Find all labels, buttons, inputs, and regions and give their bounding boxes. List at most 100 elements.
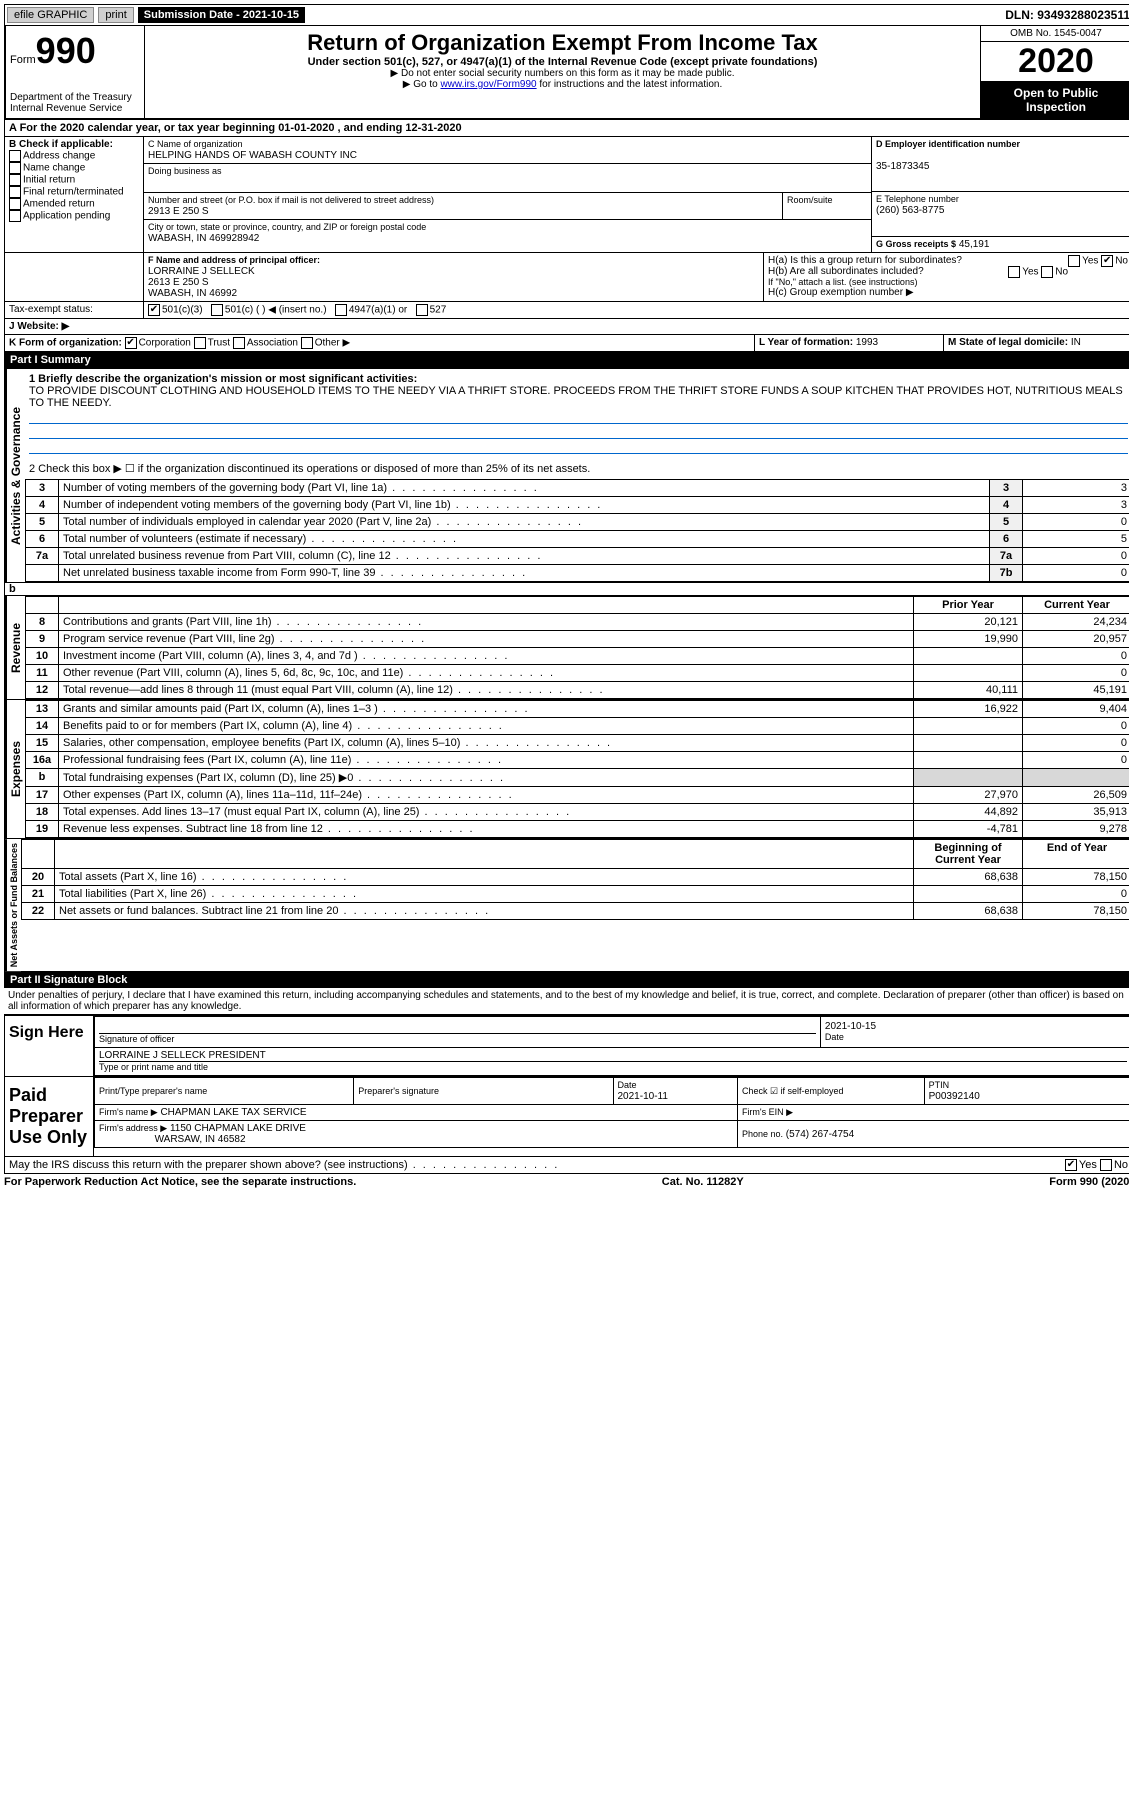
- name-title-label: Type or print name and title: [99, 1062, 208, 1072]
- table-row: 15Salaries, other compensation, employee…: [26, 735, 1129, 752]
- blank-1: [29, 409, 1128, 424]
- efile-label: efile GRAPHIC: [7, 7, 94, 23]
- entity-block: B Check if applicable: Address change Na…: [4, 137, 1129, 253]
- officer-street: 2613 E 250 S: [148, 277, 209, 288]
- irs-link[interactable]: www.irs.gov/Form990: [440, 79, 536, 90]
- chk-amended[interactable]: [9, 198, 21, 210]
- name-label: C Name of organization: [148, 139, 243, 149]
- chk-4947[interactable]: [335, 304, 347, 316]
- ha-no[interactable]: [1101, 255, 1113, 267]
- table-row: Net unrelated business taxable income fr…: [26, 565, 1129, 582]
- k-label: K Form of organization:: [9, 338, 122, 349]
- chk-assoc[interactable]: [233, 337, 245, 349]
- table-row: 13Grants and similar amounts paid (Part …: [26, 701, 1129, 718]
- discuss-yes[interactable]: [1065, 1159, 1077, 1171]
- hb-yes[interactable]: [1008, 266, 1020, 278]
- footer-left: For Paperwork Reduction Act Notice, see …: [4, 1176, 356, 1188]
- firm-addr-label: Firm's address ▶: [99, 1123, 167, 1133]
- l-label: L Year of formation:: [759, 337, 853, 348]
- t-527: 527: [430, 305, 447, 316]
- discuss-yes-t: Yes: [1079, 1159, 1097, 1171]
- table-row: 17Other expenses (Part IX, column (A), l…: [26, 787, 1129, 804]
- rev-header: Prior Year Current Year: [26, 597, 1129, 614]
- mission-block: 1 Briefly describe the organization's mi…: [25, 369, 1129, 479]
- chk-other[interactable]: [301, 337, 313, 349]
- table-row: 16aProfessional fundraising fees (Part I…: [26, 752, 1129, 769]
- chk-501c[interactable]: [211, 304, 223, 316]
- line1-label: 1 Briefly describe the organization's mi…: [29, 373, 417, 385]
- discuss-no[interactable]: [1100, 1159, 1112, 1171]
- declaration: Under penalties of perjury, I declare th…: [4, 988, 1129, 1014]
- chk-final[interactable]: [9, 186, 21, 198]
- t-501c3: 501(c)(3): [162, 305, 203, 316]
- form-header: Form990 Department of the Treasury Inter…: [4, 26, 1129, 120]
- city-label: City or town, state or province, country…: [148, 222, 426, 232]
- opt-final: Final return/terminated: [23, 187, 124, 198]
- discuss-label: May the IRS discuss this return with the…: [9, 1159, 559, 1171]
- revenue-wrap: Revenue Prior Year Current Year 8Contrib…: [4, 596, 1129, 700]
- chk-pending[interactable]: [9, 210, 21, 222]
- table-row: 7aTotal unrelated business revenue from …: [26, 548, 1129, 565]
- gross-value: 45,191: [959, 239, 990, 250]
- part-i-title: Part I Summary: [10, 354, 91, 366]
- table-row: 8Contributions and grants (Part VIII, li…: [26, 614, 1129, 631]
- rev-table: Prior Year Current Year 8Contributions a…: [25, 596, 1129, 699]
- part-ii-title: Part II Signature Block: [10, 974, 127, 986]
- summary-wrap: Activities & Governance 1 Briefly descri…: [4, 368, 1129, 583]
- chk-address[interactable]: [9, 150, 21, 162]
- row-b-sep: b: [4, 583, 1129, 596]
- sig-date-label: Date: [825, 1032, 844, 1042]
- col-prior: Prior Year: [914, 597, 1023, 614]
- ha-yes[interactable]: [1068, 255, 1080, 267]
- prep-date-label: Date: [618, 1080, 637, 1090]
- chk-name[interactable]: [9, 162, 21, 174]
- form-title: Return of Organization Exempt From Incom…: [149, 30, 976, 56]
- hb-no[interactable]: [1041, 266, 1053, 278]
- sig-officer-label: Signature of officer: [99, 1034, 174, 1044]
- firm-addr2: WARSAW, IN 46582: [155, 1134, 246, 1145]
- open-public: Open to Public Inspection: [981, 82, 1129, 118]
- tax-year-line: A For the 2020 calendar year, or tax yea…: [4, 120, 1129, 137]
- dba-label: Doing business as: [148, 166, 222, 176]
- net-wrap: Net Assets or Fund Balances Beginning of…: [4, 839, 1129, 972]
- t-other: Other ▶: [315, 338, 350, 349]
- ha-label: H(a) Is this a group return for subordin…: [768, 255, 962, 266]
- opt-pending: Application pending: [23, 211, 110, 222]
- print-button[interactable]: print: [98, 7, 133, 23]
- table-row: 22Net assets or fund balances. Subtract …: [22, 903, 1129, 920]
- box-j: J Website: ▶: [5, 319, 1129, 334]
- phone-label: E Telephone number: [876, 194, 959, 204]
- chk-527[interactable]: [416, 304, 428, 316]
- opt-amended: Amended return: [23, 199, 95, 210]
- vlabel-gov: Activities & Governance: [5, 369, 25, 582]
- status-block: Tax-exempt status: 501(c)(3) 501(c) ( ) …: [4, 302, 1129, 319]
- box-k: K Form of organization: Corporation Trus…: [5, 335, 755, 351]
- chk-trust[interactable]: [194, 337, 206, 349]
- tax-exempt-label: Tax-exempt status:: [5, 302, 144, 318]
- ein-value: 35-1873345: [876, 161, 929, 172]
- sign-block: Sign Here Signature of officer 2021-10-1…: [4, 1014, 1129, 1077]
- hb-yes-t: Yes: [1022, 267, 1038, 278]
- gross-label: G Gross receipts $: [876, 239, 956, 249]
- table-row: 9Program service revenue (Part VIII, lin…: [26, 631, 1129, 648]
- firm-name: CHAPMAN LAKE TAX SERVICE: [160, 1107, 306, 1118]
- box-c: C Name of organization HELPING HANDS OF …: [144, 137, 872, 252]
- paid-label: Paid Preparer Use Only: [5, 1077, 94, 1156]
- phone-value: (260) 563-8775: [876, 205, 944, 216]
- firm-addr1: 1150 CHAPMAN LAKE DRIVE: [170, 1123, 306, 1134]
- org-name: HELPING HANDS OF WABASH COUNTY INC: [148, 150, 357, 161]
- firm-phone: (574) 267-4754: [786, 1129, 854, 1140]
- table-row: 3Number of voting members of the governi…: [26, 480, 1129, 497]
- check-self: Check ☑ if self-employed: [742, 1086, 844, 1096]
- chk-501c3[interactable]: [148, 304, 160, 316]
- note-link: ▶ Go to www.irs.gov/Form990 for instruct…: [149, 79, 976, 90]
- chk-corp[interactable]: [125, 337, 137, 349]
- table-row: 19Revenue less expenses. Subtract line 1…: [26, 821, 1129, 838]
- vlabel-net: Net Assets or Fund Balances: [5, 839, 21, 971]
- table-row: 6Total number of volunteers (estimate if…: [26, 531, 1129, 548]
- header-left: Form990 Department of the Treasury Inter…: [6, 26, 145, 118]
- website-label: J Website: ▶: [9, 321, 69, 332]
- part-i-header: Part I Summary: [4, 352, 1129, 368]
- table-row: 12Total revenue—add lines 8 through 11 (…: [26, 682, 1129, 699]
- chk-initial[interactable]: [9, 174, 21, 186]
